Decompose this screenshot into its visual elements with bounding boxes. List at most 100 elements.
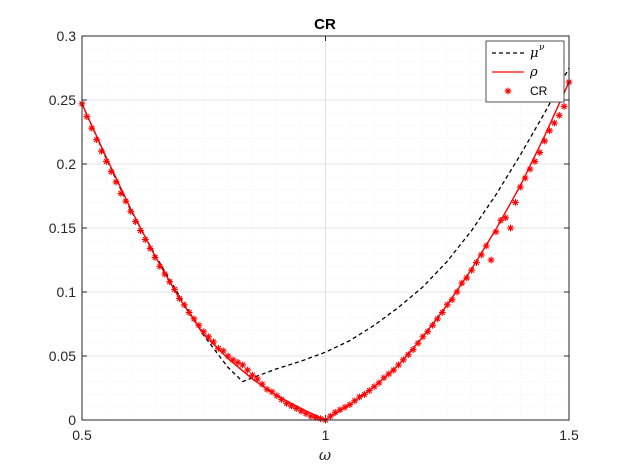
plot-frame: [81, 35, 570, 421]
cr-marker-point: [224, 352, 232, 360]
legend-entry: CR: [504, 84, 548, 98]
cr-marker-point: [370, 383, 378, 391]
legend-label-superscript: ν: [539, 43, 545, 53]
cr-marker-point: [507, 224, 514, 232]
cr-marker-point: [263, 385, 271, 393]
cr-marker-point: [404, 351, 412, 359]
cr-marker-point: [93, 136, 101, 144]
cr-marker-point: [107, 168, 115, 176]
cr-marker-point: [151, 254, 159, 261]
cr-marker-point: [132, 218, 139, 225]
cr-marker-point: [137, 227, 144, 234]
cr-marker-point: [443, 301, 451, 309]
cr-marker-point: [273, 392, 281, 400]
cr-marker-point: [487, 256, 495, 264]
cr-marker-point: [83, 113, 91, 121]
cr-marker-point: [448, 296, 456, 304]
cr-marker-point: [297, 407, 305, 415]
cr-marker-point: [195, 321, 203, 329]
cr-marker-point: [434, 315, 441, 323]
cr-marker-point: [102, 158, 110, 165]
cr-marker-point: [380, 374, 388, 382]
cr-marker-point: [336, 406, 344, 414]
cr-marker-point: [146, 245, 154, 252]
cr-marker-point: [88, 124, 96, 132]
legend: μ ν ρ CR: [485, 40, 565, 103]
cr-marker-point: [390, 366, 398, 374]
cr-marker-point: [497, 216, 505, 224]
cr-marker-point: [210, 338, 217, 346]
cr-marker-point: [438, 309, 446, 316]
cr-marker-point: [482, 242, 490, 250]
cr-marker-point: [477, 251, 485, 259]
cr-marker-point: [234, 359, 242, 366]
cr-marker-point: [341, 403, 349, 411]
cr-marker-point: [429, 321, 437, 329]
cr-marker-point: [200, 328, 208, 336]
cr-marker-point: [278, 396, 286, 403]
cr-marker-point: [400, 356, 407, 364]
cr-marker-point: [185, 309, 193, 316]
x-tick-label: 0.5: [72, 427, 92, 443]
y-tick-label: 0.3: [57, 28, 77, 44]
cr-marker-point: [205, 333, 213, 341]
y-tick-label: 0.2: [57, 156, 77, 172]
legend-label: μ: [530, 46, 538, 61]
y-tick-label: 0.15: [49, 220, 76, 236]
chart-title: CR: [314, 16, 336, 33]
cr-marker-point: [356, 393, 363, 401]
cr-marker-point: [190, 315, 198, 323]
cr-marker-point: [98, 147, 105, 155]
cr-marker-point: [253, 375, 261, 383]
cr-marker-point: [516, 183, 524, 191]
legend-entry: ρ: [492, 65, 538, 80]
cr-marker-point: [531, 158, 539, 165]
x-tick-label: 1.5: [559, 427, 579, 443]
cr-marker-point: [288, 402, 295, 410]
cr-marker-point: [127, 207, 135, 215]
cr-marker-point: [317, 415, 325, 423]
cr-marker-point: [555, 111, 563, 119]
cr-marker-point: [249, 371, 256, 379]
cr-marker-point: [229, 356, 237, 364]
cr-marker-point: [365, 387, 373, 394]
y-tick-label: 0.1: [57, 284, 77, 300]
cr-marker-point: [502, 214, 510, 222]
cr-marker-point: [419, 333, 427, 341]
cr-marker-point: [492, 228, 500, 236]
cr-marker-point: [268, 388, 276, 396]
cr-marker-point: [541, 137, 549, 145]
legend-label: CR: [530, 84, 548, 98]
cr-marker-point: [521, 174, 529, 182]
cr-marker-point: [112, 178, 120, 186]
cr-marker-point: [292, 405, 300, 412]
cr-marker-point: [468, 266, 475, 274]
cr-marker-point: [375, 379, 383, 387]
cr-marker-point: [385, 370, 393, 378]
cr-marker-point: [463, 274, 471, 282]
cr-marker-point: [326, 412, 334, 420]
cr-marker-point: [219, 347, 227, 355]
cr-marker-point: [473, 259, 480, 266]
cr-marker-point: [117, 190, 125, 197]
cr-marker-point: [180, 301, 188, 309]
cr-marker-point: [346, 401, 354, 409]
cr-marker-point: [526, 165, 534, 173]
y-tick-label: 0.25: [49, 92, 76, 108]
cr-marker-point: [395, 361, 402, 369]
cr-marker-point: [331, 408, 339, 416]
cr-marker-point: [214, 344, 222, 352]
cr-marker-point: [161, 270, 169, 278]
y-tick-label: 0.05: [49, 348, 76, 364]
cr-marker-point: [414, 339, 422, 347]
cr-marker-point: [546, 127, 553, 135]
cr-marker-point: [258, 380, 266, 388]
cr-marker-point: [361, 391, 368, 398]
legend-label: ρ: [529, 65, 538, 80]
cr-marker-point: [283, 399, 290, 407]
x-tick-label: 1: [322, 427, 330, 443]
cr-marker-point: [453, 288, 461, 296]
cr-marker-point: [171, 286, 178, 293]
